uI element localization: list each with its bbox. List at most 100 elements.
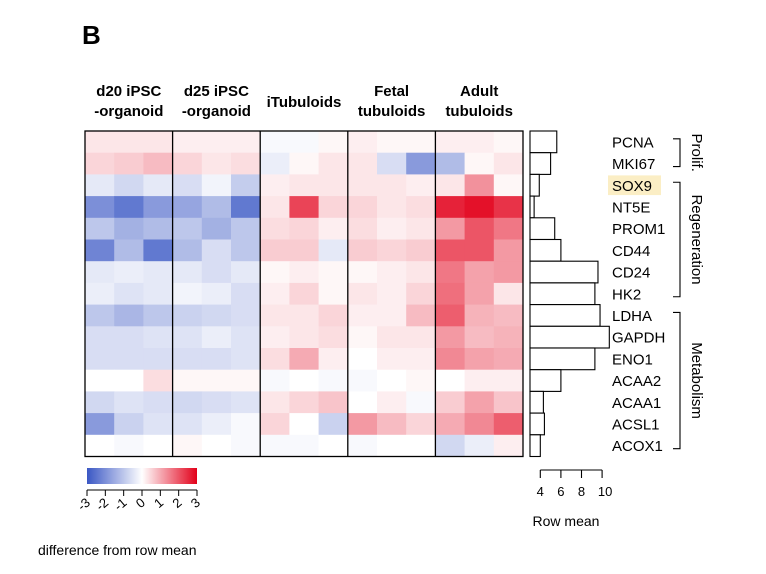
- heatmap-cell: [435, 152, 465, 175]
- heatmap-cell: [172, 282, 203, 305]
- heatmap-cell: [493, 152, 524, 175]
- gene-label: ACAA1: [612, 395, 661, 412]
- heatmap-cell: [260, 282, 290, 305]
- heatmap-cell: [435, 369, 465, 392]
- group-title-line1: d20 iPSC: [96, 83, 161, 100]
- panel-label: B: [82, 20, 101, 50]
- heatmap-cell: [260, 131, 290, 154]
- group-title-line2: tubuloids: [445, 103, 513, 120]
- heatmap-cell: [289, 217, 319, 240]
- heatmap-cell: [318, 196, 349, 219]
- heatmap-cell: [347, 369, 378, 392]
- heatmap-cell: [493, 261, 524, 284]
- heatmap-cell: [493, 304, 524, 327]
- heatmap-cell: [493, 131, 524, 154]
- heatmap-cell: [435, 131, 465, 154]
- heatmap-cell: [114, 239, 144, 262]
- heatmap-cell: [406, 369, 436, 392]
- heatmap-cell: [143, 196, 173, 219]
- heatmap-cell: [318, 174, 349, 197]
- heatmap-cell: [172, 413, 203, 436]
- heatmap-cell: [464, 304, 495, 327]
- heatmap-cell: [464, 261, 495, 284]
- color-scale-legend: -3 -2 -1 0 1 2 3 difference from row mean: [38, 468, 203, 558]
- heatmap-cell: [289, 261, 319, 284]
- heatmap-cell: [114, 217, 144, 240]
- heatmap-cell: [435, 174, 465, 197]
- heatmap-cell: [318, 131, 349, 154]
- row-mean-axis-label: Row mean: [533, 513, 600, 529]
- heatmap-cell: [172, 434, 203, 457]
- heatmap-cell: [493, 369, 524, 392]
- heatmap-cell: [231, 196, 261, 219]
- color-scale-tick-label: 1: [151, 495, 166, 511]
- heatmap-cell: [318, 282, 349, 305]
- heatmap-cell: [377, 196, 407, 219]
- heatmap-cell: [289, 413, 319, 436]
- row-mean-bar: [529, 412, 545, 436]
- heatmap-cell: [201, 282, 232, 305]
- heatmap-cell: [377, 326, 407, 349]
- heatmap-cell: [464, 326, 495, 349]
- heatmap-cell: [143, 131, 173, 154]
- heatmap-cell: [114, 304, 144, 327]
- heatmap-cell: [85, 239, 115, 262]
- heatmap-cell: [406, 413, 436, 436]
- group-title-line2: tubuloids: [358, 103, 426, 120]
- gene-highlight: [608, 175, 661, 196]
- heatmap-cell: [464, 434, 495, 457]
- heatmap-cell: [85, 369, 115, 392]
- heatmap-cell: [347, 261, 378, 284]
- heatmap-cell: [201, 131, 232, 154]
- heatmap-cell: [85, 326, 115, 349]
- heatmap-cell: [172, 261, 203, 284]
- row-mean-bar: [529, 260, 599, 284]
- heatmap-cell: [172, 369, 203, 392]
- heatmap-cell: [201, 413, 232, 436]
- gene-label: ACOX1: [612, 438, 663, 455]
- heatmap-cell: [143, 239, 173, 262]
- heatmap-cell: [464, 131, 495, 154]
- heatmap-cell: [85, 131, 115, 154]
- row-mean-bars: 4 6 8 10 Row mean: [529, 130, 612, 529]
- row-mean-bar: [529, 152, 552, 175]
- heatmap-cell: [172, 217, 203, 240]
- heatmap-cell: [318, 369, 349, 392]
- heatmap-cell: [201, 326, 232, 349]
- heatmap-cell: [347, 239, 378, 262]
- heatmap-cell: [85, 196, 115, 219]
- heatmap-cell: [143, 152, 173, 175]
- heatmap-cell: [143, 369, 173, 392]
- gene-label: MKI67: [612, 156, 655, 173]
- heatmap-cell: [231, 282, 261, 305]
- gene-label: LDHA: [612, 308, 652, 325]
- gene-label: ACSL1: [612, 416, 660, 433]
- heatmap-cell: [318, 217, 349, 240]
- row-mean-tick-label: 10: [598, 484, 612, 499]
- gene-label: ACAA2: [612, 373, 661, 390]
- heatmap-cell: [85, 413, 115, 436]
- heatmap-cell: [377, 261, 407, 284]
- heatmap-cell: [201, 174, 232, 197]
- heatmap-cell: [260, 326, 290, 349]
- heatmap-cell: [114, 282, 144, 305]
- heatmap-cell: [114, 261, 144, 284]
- heatmap-cell: [260, 152, 290, 175]
- heatmap-cell: [172, 348, 203, 371]
- heatmap-cell: [464, 152, 495, 175]
- annotation-bracket: [673, 138, 681, 168]
- row-mean-bar: [529, 217, 556, 241]
- row-mean-bar: [529, 434, 541, 458]
- heatmap-cell: [493, 217, 524, 240]
- row-mean-bar: [529, 282, 596, 306]
- heatmap-cell: [377, 282, 407, 305]
- heatmap-cell: [114, 174, 144, 197]
- annotation-label: Metabolism: [688, 342, 705, 419]
- row-mean-tick-label: 4: [537, 484, 544, 499]
- heatmap-cell: [231, 348, 261, 371]
- heatmap-cell: [260, 348, 290, 371]
- color-scale-tick-label: -1: [111, 495, 129, 514]
- row-mean-bar: [529, 304, 601, 327]
- gene-label: GAPDH: [612, 330, 665, 347]
- heatmap-cell: [377, 413, 407, 436]
